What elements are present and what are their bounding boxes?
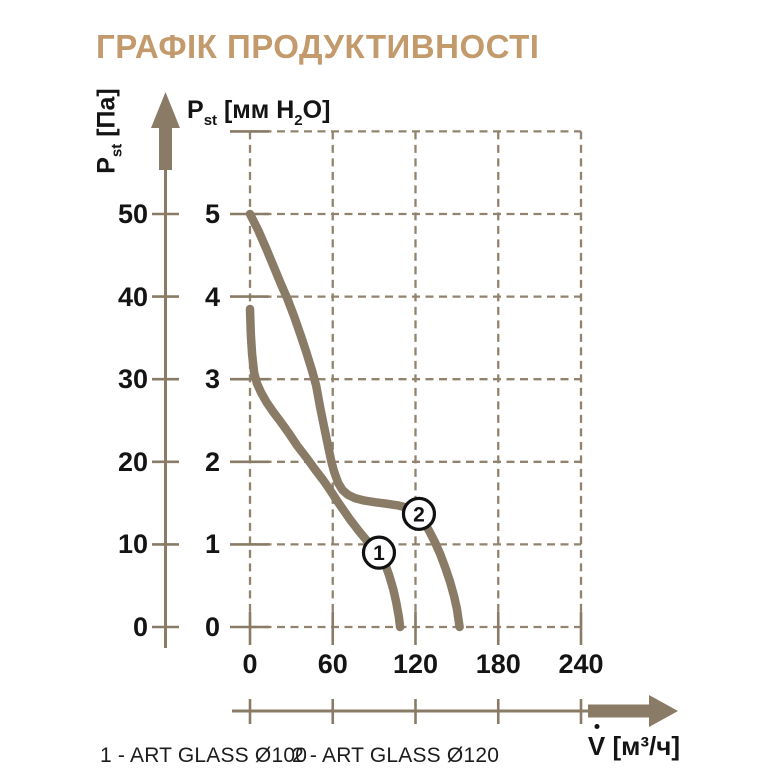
mm-tick-label-0: 0 <box>204 612 220 642</box>
mm-tick-label-5: 5 <box>204 199 220 229</box>
flow-tick-label-180: 180 <box>475 649 521 679</box>
mm-tick-label-1: 1 <box>204 529 220 560</box>
mm-label-unit-post: O] <box>302 96 331 124</box>
legend-item-art-glass-100: 1 - ART GLASS Ø100 <box>100 744 308 767</box>
flow-tick-label-240: 240 <box>558 649 604 679</box>
page-title: ГРАФІК ПРОДУКТИВНОСТІ <box>96 28 540 65</box>
curve-1 <box>245 304 405 632</box>
curve-2 <box>245 209 464 632</box>
flow-tick-label-120: 120 <box>392 649 439 679</box>
pa-tick-label-0: 0 <box>132 612 148 642</box>
pa-tick-label-50: 50 <box>117 199 148 229</box>
flow-label-unit: [м³/ч] <box>605 731 680 761</box>
pa-tick-label-20: 20 <box>117 446 148 477</box>
v-dot-icon <box>594 724 600 729</box>
mm-label-symbol: P <box>187 96 204 124</box>
curve-marker-1 <box>361 535 397 570</box>
flow-tick-label-60: 60 <box>317 649 348 679</box>
mm-tick-label-3: 3 <box>204 364 220 395</box>
curve-marker-label-1: 1 <box>373 542 385 565</box>
mm-tick-label-2: 2 <box>204 446 220 477</box>
mm-label-subscript: st <box>203 112 218 129</box>
mm-tick-label-4: 4 <box>204 281 220 312</box>
pa-tick-label-10: 10 <box>117 529 148 560</box>
flow-axis-label: V [м³/ч] <box>520 724 680 762</box>
flow-label-v-symbol: V <box>588 724 605 762</box>
curve-marker-2 <box>401 496 437 531</box>
legend-item-art-glass-120: 2 - ART GLASS Ø120 <box>292 744 500 767</box>
mm-label-h2o-subscript: 2 <box>294 112 303 129</box>
mm-label-unit-pre: [мм H <box>217 96 295 124</box>
flow-tick-label-0: 0 <box>242 649 258 679</box>
pressure-axis-mm-label: Pst [мм H2O] <box>187 96 330 129</box>
curve-marker-label-2: 2 <box>413 503 425 526</box>
pa-tick-label-40: 40 <box>117 281 148 312</box>
pa-tick-label-30: 30 <box>117 364 148 395</box>
